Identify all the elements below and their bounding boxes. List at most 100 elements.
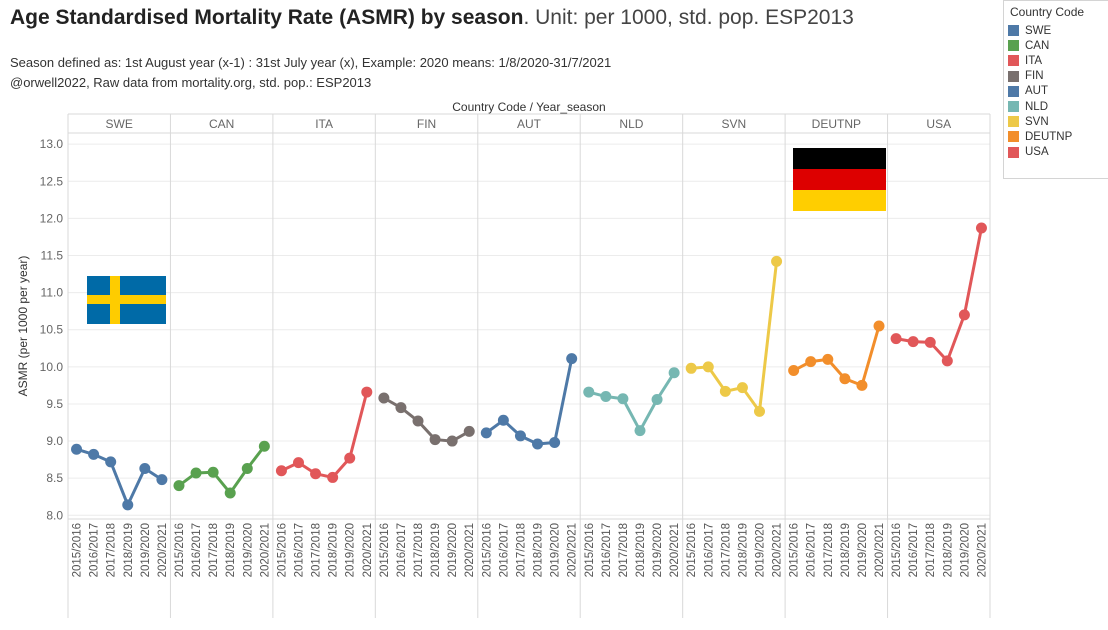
data-point-ita: [293, 457, 304, 469]
y-tick-label: 13.0: [40, 137, 64, 151]
data-point-svn: [702, 361, 714, 373]
season-definition: Season defined as: 1st August year (x-1)…: [10, 55, 612, 70]
x-tick-label: 2017/2018: [311, 523, 323, 577]
data-point-deutnp: [856, 379, 868, 391]
chart-title-main: Age Standardised Mortality Rate (ASMR) b…: [10, 6, 524, 29]
y-axis-label: ASMR (per 1000 per year): [16, 256, 30, 397]
sweden-flag-icon: [87, 276, 166, 324]
flag-stripe-gold: [793, 190, 886, 211]
legend-swatch: [1008, 131, 1019, 143]
legend-item-svn[interactable]: SVN: [1004, 114, 1108, 129]
x-tick-label: 2017/2018: [208, 523, 220, 577]
data-point-swe: [156, 474, 168, 486]
x-tick-label: 2018/2019: [123, 523, 135, 577]
x-tick-label: 2019/2020: [550, 523, 562, 577]
legend-label: SVN: [1025, 115, 1049, 128]
data-point-can: [207, 466, 219, 478]
x-tick-label: 2019/2020: [857, 523, 869, 577]
x-tick-label: 2020/2021: [567, 523, 579, 577]
legend-item-nld[interactable]: NLD: [1004, 99, 1108, 114]
y-tick-label: 8.5: [46, 471, 63, 485]
source-credit: @orwell2022, Raw data from mortality.org…: [10, 75, 372, 90]
legend-item-deutnp[interactable]: DEUTNP: [1004, 129, 1108, 144]
x-tick-label: 2015/2016: [72, 523, 84, 577]
legend-item-usa[interactable]: USA: [1004, 145, 1108, 160]
x-tick-label: 2017/2018: [515, 523, 527, 577]
x-tick-label: 2015/2016: [891, 523, 903, 577]
data-point-deutnp: [822, 353, 834, 365]
data-point-usa: [975, 222, 987, 234]
x-tick-label: 2016/2017: [396, 523, 408, 577]
legend-label: FIN: [1025, 70, 1044, 83]
x-tick-label: 2015/2016: [174, 523, 186, 577]
data-point-nld: [634, 425, 646, 437]
x-tick-label: 2019/2020: [652, 523, 664, 577]
data-point-aut: [480, 427, 492, 439]
germany-flag-icon: [793, 148, 886, 211]
x-tick-label: 2018/2019: [225, 523, 237, 577]
y-tick-label: 10.0: [40, 360, 64, 374]
data-point-deutnp: [805, 356, 817, 368]
mortality-chart: Country Code / Year_season 8.0 8.5 9.0 9.5 10…: [16, 100, 991, 618]
data-point-aut: [514, 430, 526, 442]
x-tick-label: 2020/2021: [259, 523, 271, 577]
x-tick-label: 2016/2017: [806, 523, 818, 577]
y-tick-label: 9.5: [46, 397, 63, 411]
data-point-nld: [600, 391, 612, 403]
y-tick-label: 8.0: [46, 508, 63, 522]
data-point-can: [258, 440, 270, 452]
data-point-svn: [754, 405, 765, 417]
x-tick-label: 2020/2021: [464, 523, 476, 577]
legend-item-swe[interactable]: SWE: [1004, 23, 1108, 38]
panel-header-can: CAN: [209, 117, 234, 131]
x-tick-label: 2019/2020: [447, 523, 459, 577]
data-point-ita: [344, 452, 356, 464]
x-tick-label: 2016/2017: [498, 523, 510, 577]
panel-header-ita: ITA: [315, 117, 333, 131]
legend-label: CAN: [1025, 39, 1050, 52]
data-point-usa: [958, 309, 970, 321]
data-point-ita: [361, 386, 373, 398]
data-point-svn: [685, 362, 697, 374]
x-tick-label: 2019/2020: [959, 523, 971, 577]
panel-header-aut: AUT: [517, 117, 542, 131]
data-point-swe: [139, 463, 151, 475]
y-tick-label: 12.0: [40, 211, 64, 225]
data-point-usa: [907, 336, 919, 348]
data-point-usa: [890, 333, 902, 345]
flag-cross-horizontal: [87, 295, 166, 304]
data-point-usa: [941, 355, 953, 367]
legend-label: NLD: [1025, 100, 1049, 113]
panel-header-fin: FIN: [417, 117, 436, 131]
data-point-aut: [566, 353, 578, 365]
data-point-can: [224, 487, 236, 499]
legend-swatch: [1008, 101, 1019, 113]
series-line-deutnp: [792, 325, 881, 387]
x-tick-label: 2016/2017: [191, 523, 203, 577]
series-line-svn: [691, 261, 779, 413]
x-tick-label: 2016/2017: [601, 523, 613, 577]
data-point-aut: [549, 437, 561, 449]
legend-item-aut[interactable]: AUT: [1004, 84, 1108, 99]
legend-item-fin[interactable]: FIN: [1004, 69, 1108, 84]
x-tick-label: 2017/2018: [413, 523, 425, 577]
legend-swatch: [1008, 40, 1019, 52]
legend-swatch: [1008, 116, 1019, 128]
legend-item-ita[interactable]: ITA: [1004, 53, 1108, 68]
x-tick-label: 2017/2018: [720, 523, 732, 577]
y-tick-label: 11.5: [41, 248, 64, 262]
legend-swatch: [1008, 85, 1019, 97]
x-tick-label: 2020/2021: [874, 523, 886, 577]
data-point-fin: [463, 425, 475, 437]
x-tick-label: 2020/2021: [157, 523, 169, 577]
column-header: Country Code / Year_season: [452, 100, 605, 114]
legend-label: SWE: [1025, 24, 1052, 37]
x-tick-label: 2016/2017: [908, 523, 920, 577]
x-tick-label: 2016/2017: [703, 523, 715, 577]
legend-title: Country Code: [1010, 5, 1085, 19]
x-tick-label: 2017/2018: [618, 523, 630, 577]
legend-item-can[interactable]: CAN: [1004, 38, 1108, 53]
x-tick-label: 2015/2016: [481, 523, 493, 577]
legend-label: AUT: [1025, 85, 1048, 98]
data-point-nld: [668, 367, 680, 379]
